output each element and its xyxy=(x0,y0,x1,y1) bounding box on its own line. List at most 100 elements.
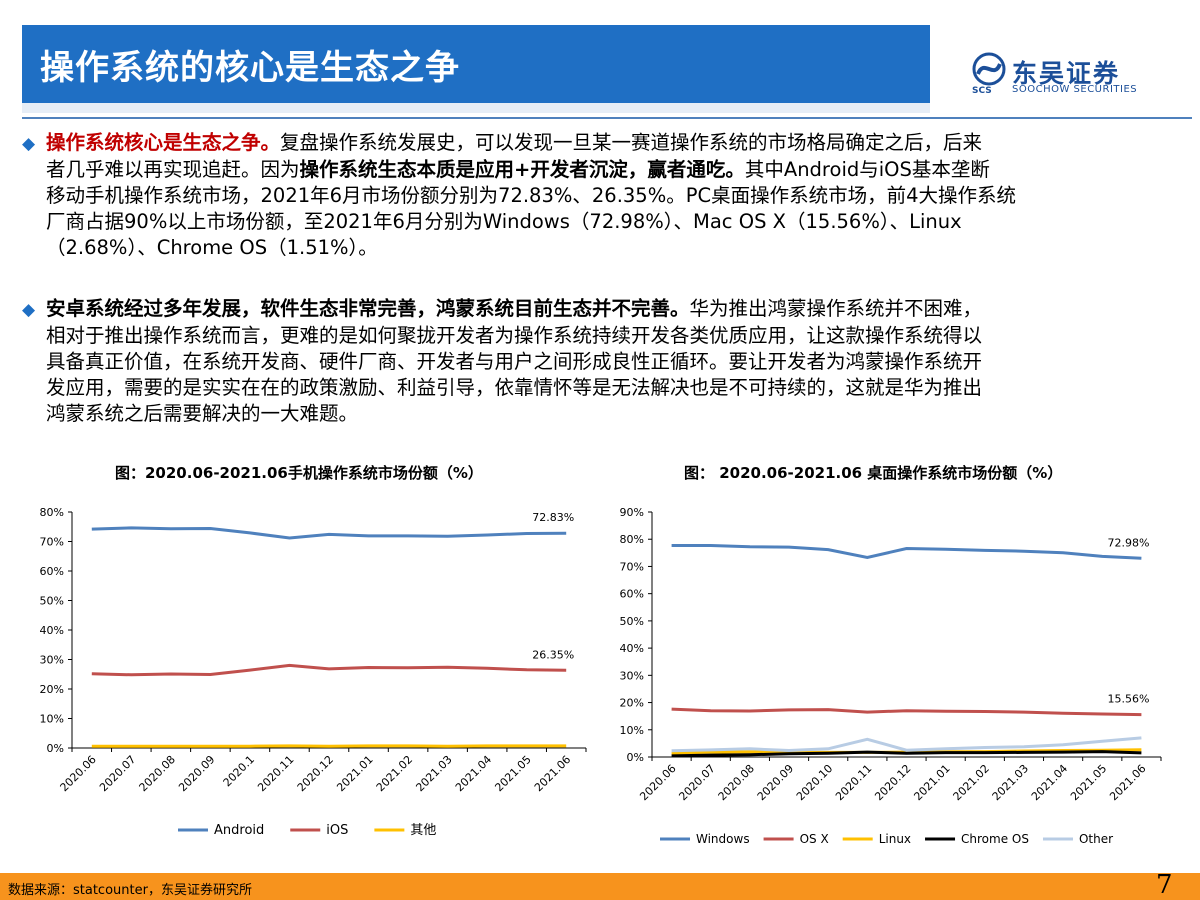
text-segment: 鸿蒙系统之后需要解决的一大难题。 xyxy=(46,402,359,425)
paragraph-line: 具备真正价值，在系统开发商、硬件厂商、开发者与用户之间形成良性正循环。要让开发者… xyxy=(22,349,1192,375)
logo-chinese-name: 东吴证券 xyxy=(1012,59,1121,88)
y-tick-label: 90% xyxy=(620,506,644,519)
header-divider xyxy=(22,117,1192,119)
series-line-chrome-os xyxy=(671,750,1142,758)
x-tick-label: 2020.11 xyxy=(255,753,296,794)
desktop-chart-title: 图： 2020.06-2021.06 桌面操作系统市场份额（%） xyxy=(684,464,1063,482)
diamond-bullet-icon: ◆ xyxy=(22,134,36,154)
x-tick-label: 2020.06 xyxy=(58,753,99,794)
legend-label: Android xyxy=(214,823,264,838)
desktop-os-share-chart: 0%10%20%30%40%50%60%70%80%90%2020.062020… xyxy=(620,506,1162,846)
x-tick-label: 2020.08 xyxy=(716,762,757,803)
footer-source: 数据来源：statcounter，东吴证券研究所 xyxy=(8,883,252,898)
paragraph-line: 移动手机操作系统市场，2021年6月市场份额分别为72.83%、26.35%。P… xyxy=(22,183,1192,209)
company-logo-icon xyxy=(972,52,1006,86)
data-label: 72.83% xyxy=(532,511,574,524)
x-tick-label: 2021.03 xyxy=(413,753,454,794)
x-tick-label: 2020.12 xyxy=(872,762,913,803)
text-segment: 其中Android与iOS基本垄断 xyxy=(744,158,990,181)
logo-abbreviation: SCS xyxy=(972,86,992,96)
text-segment: 操作系统生态本质是应用+开发者沉淀，赢者通吃。 xyxy=(299,158,745,181)
x-tick-label: 2021.04 xyxy=(1029,762,1070,803)
paragraph-line: 发应用，需要的是实实在在的政策激励、利益引导，依靠情怀等是无法解决也是不可持续的… xyxy=(22,375,1192,401)
y-tick-label: 10% xyxy=(40,713,64,726)
legend-label: Windows xyxy=(696,832,750,846)
text-segment: （2.68%）、Chrome OS（1.51%）。 xyxy=(46,236,378,259)
data-label: 72.98% xyxy=(1107,536,1149,549)
text-segment: 复盘操作系统发展史，可以发现一旦某一赛道操作系统的市场格局确定之后，后来 xyxy=(280,131,983,154)
y-tick-label: 70% xyxy=(620,560,644,573)
text-segment: 具备真正价值，在系统开发商、硬件厂商、开发者与用户之间形成良性正循环。要让开发者… xyxy=(46,350,983,373)
mobile-chart-title: 图：2020.06-2021.06手机操作系统市场份额（%） xyxy=(115,464,483,482)
text-segment: 者几乎难以再实现追赶。因为 xyxy=(46,158,300,181)
y-tick-label: 60% xyxy=(40,565,64,578)
x-tick-label: 2021.01 xyxy=(911,762,952,803)
y-tick-label: 40% xyxy=(620,642,644,655)
paragraph-line: 厂商占据90%以上市场份额，至2021年6月分别为Windows（72.98%）… xyxy=(22,209,1192,235)
x-tick-label: 2021.02 xyxy=(374,753,415,794)
logo-english-name: SOOCHOW SECURITIES xyxy=(1012,84,1138,95)
y-tick-label: 10% xyxy=(620,724,644,737)
text-segment: 安卓系统经过多年发展，软件生态非常完善，鸿蒙系统目前生态并不完善。 xyxy=(46,297,690,320)
text-segment: 相对于推出操作系统而言，更难的是如何聚拢开发者为操作系统持续开发各类优质应用，让… xyxy=(46,324,983,347)
paragraph-line: （2.68%）、Chrome OS（1.51%）。 xyxy=(22,235,1192,261)
legend-label: Linux xyxy=(879,832,911,846)
text-segment: 华为推出鸿蒙操作系统并不困难， xyxy=(689,297,983,320)
x-tick-label: 2021.04 xyxy=(453,753,494,794)
y-tick-label: 50% xyxy=(620,615,644,628)
title-bar-underline xyxy=(22,103,930,113)
y-tick-label: 0% xyxy=(627,751,644,764)
y-tick-label: 20% xyxy=(620,697,644,710)
footer-bar xyxy=(0,873,1200,900)
x-tick-label: 2021.01 xyxy=(334,753,375,794)
y-tick-label: 30% xyxy=(40,654,64,667)
text-segment: 移动手机操作系统市场，2021年6月市场份额分别为72.83%、26.35%。P… xyxy=(46,184,1017,207)
data-label: 26.35% xyxy=(532,648,574,661)
x-tick-label: 2020.07 xyxy=(676,762,717,803)
y-tick-label: 70% xyxy=(40,536,64,549)
x-tick-label: 2020.08 xyxy=(137,753,178,794)
text-segment: 厂商占据90%以上市场份额，至2021年6月分别为Windows（72.98%）… xyxy=(46,210,962,233)
legend-label: Other xyxy=(1079,832,1113,846)
x-tick-label: 2021.06 xyxy=(532,753,573,794)
x-tick-label: 2020.09 xyxy=(176,753,217,794)
paragraph-line: 者几乎难以再实现追赶。因为操作系统生态本质是应用+开发者沉淀，赢者通吃。其中An… xyxy=(22,157,1192,183)
x-tick-label: 2020.12 xyxy=(295,753,336,794)
series-line-os-x xyxy=(671,707,1142,717)
x-tick-label: 2020.09 xyxy=(755,762,796,803)
y-tick-label: 80% xyxy=(620,533,644,546)
paragraph-line: ◆ 安卓系统经过多年发展，软件生态非常完善，鸿蒙系统目前生态并不完善。华为推出鸿蒙… xyxy=(22,296,1192,323)
data-label: 15.56% xyxy=(1107,693,1149,706)
legend-label: iOS xyxy=(326,823,348,838)
paragraph-line: 鸿蒙系统之后需要解决的一大难题。 xyxy=(22,401,1192,427)
text-segment: 发应用，需要的是实实在在的政策激励、利益引导，依靠情怀等是无法解决也是不可持续的… xyxy=(46,376,983,399)
x-tick-label: 2020.1 xyxy=(221,753,257,789)
y-tick-label: 30% xyxy=(620,669,644,682)
y-tick-label: 0% xyxy=(47,742,64,755)
series-line-windows xyxy=(671,544,1142,560)
x-tick-label: 2021.02 xyxy=(951,762,992,803)
series-line-other xyxy=(671,736,1142,753)
y-tick-label: 50% xyxy=(40,595,64,608)
x-tick-label: 2020.06 xyxy=(637,762,678,803)
paragraph-line: 相对于推出操作系统而言，更难的是如何聚拢开发者为操作系统持续开发各类优质应用，让… xyxy=(22,323,1192,349)
y-tick-label: 80% xyxy=(40,506,64,519)
x-tick-label: 2020.07 xyxy=(97,753,138,794)
paragraph-harmony: ◆ 安卓系统经过多年发展，软件生态非常完善，鸿蒙系统目前生态并不完善。华为推出鸿蒙… xyxy=(22,296,1192,427)
paragraph-line: ◆ 操作系统核心是生态之争。复盘操作系统发展史，可以发现一旦某一赛道操作系统的市场… xyxy=(22,130,1192,157)
page-title: 操作系统的核心是生态之争 xyxy=(40,48,460,88)
x-tick-label: 2020.11 xyxy=(833,762,874,803)
diamond-bullet-icon: ◆ xyxy=(22,300,36,320)
x-tick-label: 2021.05 xyxy=(492,753,533,794)
page-number: 7 xyxy=(1156,870,1173,900)
x-tick-label: 2021.03 xyxy=(990,762,1031,803)
x-tick-label: 2021.05 xyxy=(1068,762,1109,803)
legend-label: Chrome OS xyxy=(961,832,1029,846)
y-tick-label: 60% xyxy=(620,588,644,601)
y-tick-label: 20% xyxy=(40,683,64,696)
paragraph-ecosystem: ◆ 操作系统核心是生态之争。复盘操作系统发展史，可以发现一旦某一赛道操作系统的市场… xyxy=(22,130,1192,261)
series-line-ios xyxy=(91,663,567,677)
legend-label: 其他 xyxy=(410,823,436,838)
y-tick-label: 40% xyxy=(40,624,64,637)
text-segment: 操作系统核心是生态之争。 xyxy=(46,131,281,154)
